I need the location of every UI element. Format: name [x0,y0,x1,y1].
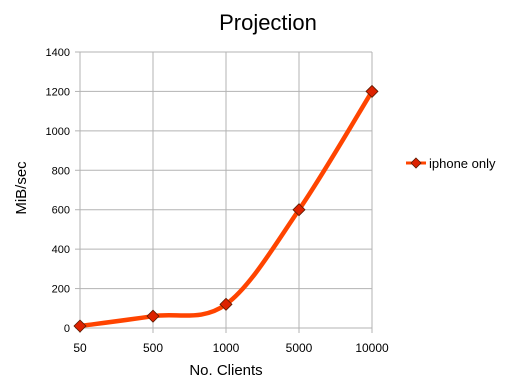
y-axis-label: MiB/sec [13,161,30,215]
data-point-marker [365,84,379,98]
x-tick-label: 10000 [355,341,389,355]
x-axis-label: No. Clients [189,362,262,379]
data-point-marker [292,203,306,217]
tick-labels: 0 200 400 600 800 1000 1200 1400 50 500 1000 5000 10… [46,47,389,355]
grid [79,51,373,329]
series-line [77,89,375,329]
y-tick-label: 1000 [46,126,70,138]
legend-label: iphone only [429,156,496,171]
y-tick-label: 200 [52,284,70,296]
data-point-marker [219,297,233,311]
chart-title: Projection [219,10,317,35]
y-tick-label: 400 [52,244,70,256]
y-tick-label: 800 [52,165,70,177]
legend: iphone only [406,156,496,171]
legend-marker [410,157,422,169]
x-tick-label: 5000 [286,341,313,355]
series [73,84,379,333]
axes [75,51,373,333]
x-tick-label: 500 [143,341,163,355]
y-tick-label: 600 [52,205,70,217]
y-tick-label: 1400 [46,47,70,59]
y-tick-label: 0 [64,323,70,335]
y-tick-label: 1200 [46,86,70,98]
x-tick-label: 50 [73,341,87,355]
data-point-marker [146,309,160,323]
x-tick-label: 1000 [213,341,240,355]
data-point-marker [73,319,87,333]
